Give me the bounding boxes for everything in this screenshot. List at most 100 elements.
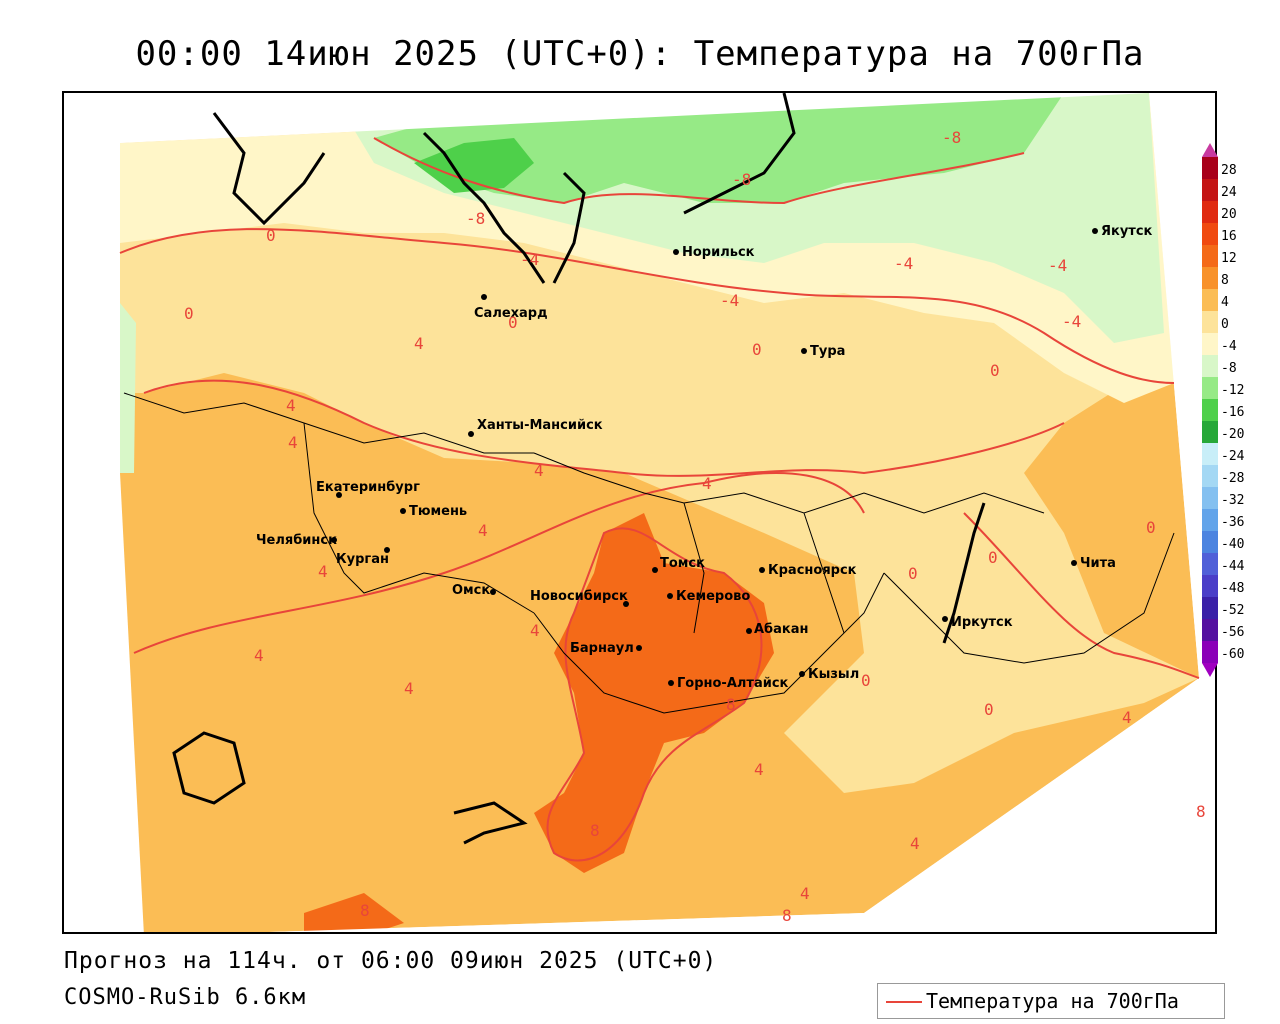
city-label: Тюмень: [409, 504, 467, 519]
legend-label: Температура на 700гПа: [926, 989, 1179, 1013]
outside-domain-n: [64, 93, 1149, 143]
city-label: Омск: [452, 583, 490, 598]
contour-label: -4: [520, 250, 539, 269]
forecast-info: Прогноз на 114ч. от 06:00 09июн 2025 (UT…: [64, 948, 718, 974]
colorbar-tick-label: -12: [1221, 383, 1245, 398]
colorbar-segment: [1202, 399, 1218, 421]
contour-label: 8: [726, 695, 736, 714]
colorbar-tick-label: -8: [1221, 361, 1237, 376]
colorbar-segment: [1202, 487, 1218, 509]
colorbar-segment: [1202, 641, 1218, 663]
colorbar-segment: [1202, 223, 1218, 245]
colorbar-segment: [1202, 289, 1218, 311]
contour-label: 0: [184, 304, 194, 323]
colorbar-min-arrow: [1202, 663, 1218, 677]
colorbar-segment: [1202, 465, 1218, 487]
coastlines: [172, 93, 986, 845]
contour-label: 4: [800, 884, 810, 903]
city-label: Абакан: [754, 622, 809, 637]
city-label: Кызыл: [808, 667, 859, 682]
contour-label: 4: [1122, 708, 1132, 727]
city-label: Якутск: [1101, 224, 1153, 239]
contour-label: 0: [984, 700, 994, 719]
contour-label: 0: [752, 340, 762, 359]
contour-label: 0: [990, 361, 1000, 380]
colorbar-tick-label: -32: [1221, 493, 1245, 508]
contour-label: 0: [988, 548, 998, 567]
temperature-map: Норильск Якутск Салехард Тура Ханты-Манс…: [64, 93, 1215, 932]
colorbar-tick-label: -4: [1221, 339, 1237, 354]
colorbar-tick-label: -44: [1221, 559, 1245, 574]
map-title: 00:00 14июн 2025 (UTC+0): Температура на…: [135, 34, 1145, 74]
colorbar-segment: [1202, 311, 1218, 333]
west-cold-strip: [120, 303, 136, 473]
outside-domain-s: [269, 678, 1215, 932]
colorbar-max-arrow: [1202, 143, 1218, 157]
contour-label: 4: [318, 562, 328, 581]
contour-lines: [119, 137, 1200, 862]
colorbar-segment: [1202, 157, 1218, 179]
contour-label: 4: [910, 834, 920, 853]
contour-label: 8: [1196, 802, 1206, 821]
contour-label: 4: [530, 621, 540, 640]
colorbar-tick-label: 16: [1221, 229, 1237, 244]
colorbar-tick-label: -24: [1221, 449, 1245, 464]
hot-core: [534, 513, 774, 873]
contour-label: 4: [534, 461, 544, 480]
colorbar-segment: [1202, 333, 1218, 355]
contour-label: -4: [720, 291, 739, 310]
outside-domain-w: [64, 93, 120, 932]
admin-borders: [123, 392, 1175, 714]
colorbar-tick-label: -16: [1221, 405, 1245, 420]
colorbar-segment: [1202, 179, 1218, 201]
colorbar-segment: [1202, 509, 1218, 531]
colorbar-tick-label: 20: [1221, 207, 1237, 222]
city-label: Челябинск: [256, 533, 337, 548]
city-label: Иркутск: [951, 615, 1013, 630]
city-label: Тура: [810, 344, 845, 359]
city-label: Ханты-Мансийск: [477, 418, 603, 433]
contour-label: 4: [702, 474, 712, 493]
city-label: Томск: [660, 556, 705, 571]
outside-domain-ne: [1149, 93, 1215, 682]
colorbar-tick-label: 0: [1221, 317, 1229, 332]
contour-label: 0: [1146, 518, 1156, 537]
colorbar-segment: [1202, 575, 1218, 597]
colorbar-segment: [1202, 597, 1218, 619]
city-labels: Норильск Якутск Салехард Тура Ханты-Манс…: [256, 224, 1153, 691]
colorbar-tick-label: -36: [1221, 515, 1245, 530]
colorbar-tick-label: 12: [1221, 251, 1237, 266]
city-markers: [331, 228, 1098, 686]
colorbar-segment: [1202, 245, 1218, 267]
map-area: Норильск Якутск Салехард Тура Ханты-Манс…: [62, 91, 1217, 934]
legend: Температура на 700гПа: [877, 983, 1225, 1019]
colorbar-tick-label: -28: [1221, 471, 1245, 486]
colorbar-tick-label: -20: [1221, 427, 1245, 442]
contour-label: 8: [590, 821, 600, 840]
colorbar-segment: [1202, 201, 1218, 223]
hot-south: [304, 893, 404, 932]
colorbar-tick-label: -56: [1221, 625, 1245, 640]
colorbar-segment: [1202, 443, 1218, 465]
colorbar-segment: [1202, 553, 1218, 575]
contour-value-labels: 0 0 0 0 0 0 0 0 0 0 4 4 4 4 4 4 4 4 4 4 …: [184, 128, 1206, 925]
city-label: Чита: [1080, 556, 1116, 571]
colorbar-tick-label: -48: [1221, 581, 1245, 596]
city-label: Норильск: [682, 245, 755, 260]
colorbar-tick-label: 24: [1221, 185, 1237, 200]
colorbar-tick-label: -40: [1221, 537, 1245, 552]
contour-label: 4: [414, 334, 424, 353]
colorbar-segment: [1202, 531, 1218, 553]
city-label: Красноярск: [768, 563, 857, 578]
colorbar-tick-label: -52: [1221, 603, 1245, 618]
city-label: Екатеринбург: [316, 480, 420, 495]
contour-label: 4: [404, 679, 414, 698]
contour-label: 4: [754, 760, 764, 779]
contour-label: 0: [508, 313, 518, 332]
city-label: Курган: [336, 552, 389, 567]
colorbar-segment: [1202, 355, 1218, 377]
city-label: Барнаул: [570, 641, 634, 656]
colorbar-segment: [1202, 377, 1218, 399]
colorbar-segment: [1202, 421, 1218, 443]
legend-line-swatch: [886, 1001, 922, 1003]
